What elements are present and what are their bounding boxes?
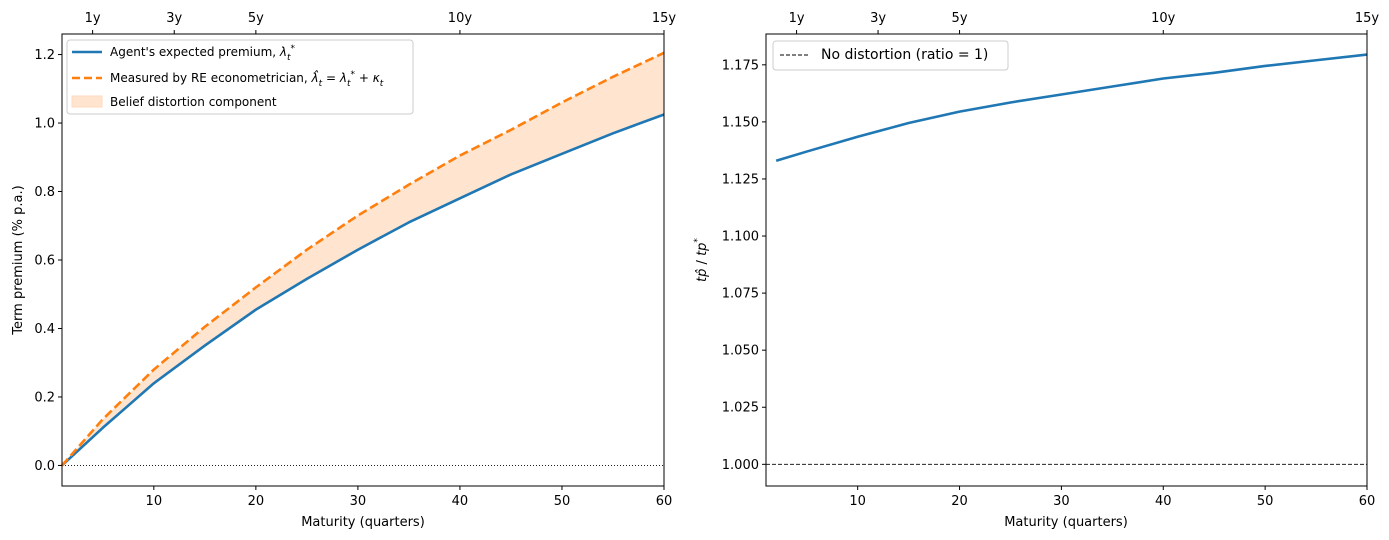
right-y-tick-label: 1.025 [722,401,759,416]
right-top-tick-label: 1y [789,11,805,26]
left-x-ticks: 10 20 30 40 50 60 [146,486,673,509]
right-y-tick-label: 1.000 [722,458,759,473]
right-x-axis-label: Maturity (quarters) [1004,515,1128,530]
left-top-tick-label: 5y [248,11,264,26]
left-lines-layer [61,51,665,467]
legend-label-belief: Belief distortion component [110,95,277,109]
left-x-axis-label: Maturity (quarters) [301,515,425,530]
legend-label-agent: Agent's expected premium, λt* [110,44,296,63]
right-legend: No distortion (ratio = 1) [772,40,1009,71]
right-x-ticks: 10 20 30 40 50 60 [849,486,1375,509]
right-y-axis-label: tp̂ / tp* [693,238,710,282]
left-x-tick-label: 40 [452,494,469,509]
left-y-ticks: 0.0 0.2 0.4 0.6 0.8 1.0 1.2 [34,48,62,474]
right-y-tick-label: 1.075 [722,287,759,302]
left-series-0-line [61,113,665,467]
left-panel: 10 20 30 40 50 60 0.0 0.2 0.4 0.6 0.8 1.0 1.2 1y 3y 5… [11,11,676,530]
right-y-tick-label: 1.050 [722,344,759,359]
right-top-tick-label: 5y [952,11,968,26]
right-y-tick-label: 1.150 [722,115,759,130]
left-legend-box [66,39,414,115]
left-top-tick-label: 10y [448,11,473,26]
right-y-tick-label: 1.125 [722,172,759,187]
left-y-tick-label: 1.2 [34,48,55,63]
left-y-tick-label: 0.0 [34,459,55,474]
right-x-tick-label: 30 [1053,494,1070,509]
legend-label-measured: Measured by RE econometrician, λ̂t = λt*… [110,69,384,89]
left-x-tick-label: 60 [656,494,673,509]
left-series-1-line [61,51,665,467]
right-x-tick-label: 50 [1257,494,1274,509]
right-x-tick-label: 60 [1359,494,1376,509]
right-y-tick-label: 1.100 [722,230,759,245]
left-y-tick-label: 1.0 [34,117,55,132]
left-y-tick-label: 0.2 [34,390,55,405]
right-panel: 10 20 30 40 50 60 1.0001.0251.0501.0751.1001.… [693,11,1379,530]
left-x-tick-label: 20 [248,494,265,509]
right-top-ticks: 1y 3y 5y 10y 15y [789,11,1380,34]
left-top-tick-label: 15y [652,11,677,26]
right-series-0-line [775,53,1368,162]
right-y-ticks: 1.000 1.025 1.050 1.075 1.100 1.125 1.150 1.175 [722,58,766,473]
legend-swatch-belief [71,95,103,108]
right-top-tick-label: 10y [1151,11,1176,26]
right-x-tick-label: 10 [849,494,866,509]
left-y-tick-label: 0.8 [34,185,55,200]
right-top-tick-label: 3y [870,11,886,26]
left-x-tick-label: 10 [146,494,163,509]
right-x-tick-label: 40 [1155,494,1172,509]
right-y-tick-label: 1.175 [722,58,759,73]
left-y-axis-label: Term premium (% p.a.) [11,185,26,335]
legend-label-no-distortion: No distortion (ratio = 1) [821,47,988,63]
belief-distortion-area [62,52,664,466]
left-fill-layer [62,52,664,466]
left-x-tick-label: 50 [554,494,571,509]
left-top-ticks: 1y 3y 5y 10y 15y [85,11,677,34]
left-x-tick-label: 30 [350,494,367,509]
right-lines-layer [766,53,1368,465]
left-y-tick-label: 0.6 [34,254,55,269]
left-top-tick-label: 1y [85,11,101,26]
right-x-tick-label: 20 [951,494,968,509]
right-legend-box [772,40,1009,71]
left-top-tick-label: 3y [166,11,182,26]
left-y-tick-label: 0.4 [34,322,55,337]
right-plot-frame [765,33,1368,487]
right-top-tick-label: 15y [1355,11,1380,26]
left-legend: Agent's expected premium, λt* Measured b… [66,39,414,115]
